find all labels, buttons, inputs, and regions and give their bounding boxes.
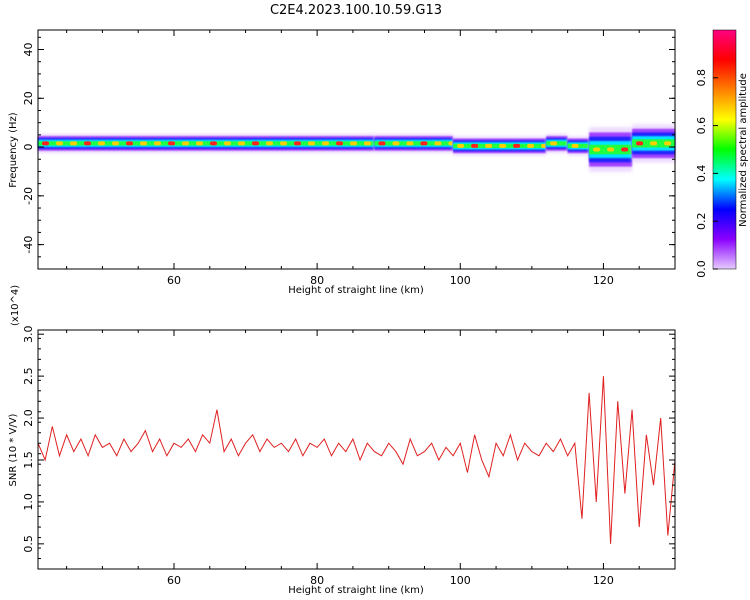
- spectral-peak: [607, 147, 615, 152]
- spectrogram-y-tick-label: 20: [22, 91, 35, 105]
- spectral-peak: [364, 141, 371, 146]
- spectral-peak: [336, 141, 343, 146]
- snr-x-tick-label: 80: [310, 574, 324, 587]
- snr-x-tick-label: 60: [167, 574, 181, 587]
- spectral-peak: [294, 141, 301, 146]
- snr-y-tick-label: 1.0: [22, 493, 35, 511]
- spectral-peak: [550, 141, 558, 146]
- spectral-peak: [499, 143, 507, 148]
- spectral-peak: [485, 143, 493, 148]
- spectral-peak: [350, 141, 357, 146]
- colorbar-ticks: 0.0 0.2 0.4 0.6 0.8: [695, 69, 718, 278]
- spectral-band: [38, 124, 675, 172]
- spectrogram-y-tick-label: -20: [22, 187, 35, 205]
- spectral-peak: [636, 141, 644, 146]
- snr-y-axis-label: SNR (10 * V/V): [8, 413, 19, 486]
- spectral-peak: [182, 141, 189, 146]
- spectral-peak: [238, 141, 245, 146]
- spectral-band-segment: [38, 141, 375, 146]
- spectrogram-frame: [37, 29, 676, 270]
- spectrogram-x-tick-label: 60: [167, 274, 181, 287]
- spectral-peak: [154, 141, 161, 146]
- spectral-peak: [621, 147, 629, 152]
- spectral-peak: [140, 141, 147, 146]
- spectral-peak: [457, 143, 465, 148]
- spectrogram-ticks: 60 80 100 120 -40 -20 0 20 40: [22, 30, 676, 287]
- spectral-peak: [434, 141, 442, 146]
- snr-x-tick-label: 120: [593, 574, 614, 587]
- colorbar-gradient: [712, 29, 737, 270]
- spectral-peak: [280, 141, 287, 146]
- colorbar-tick-label: 0.4: [695, 165, 708, 183]
- snr-y-tick-label: 2.5: [22, 367, 35, 385]
- chart-title: C2E4.2023.100.10.59.G13: [270, 3, 442, 18]
- spectral-peak: [420, 141, 428, 146]
- snr-x-axis-label: Height of straight line (km): [288, 585, 424, 596]
- colorbar-tick-label: 0.2: [695, 212, 708, 230]
- spectrogram-x-tick-label: 80: [310, 274, 324, 287]
- snr-line: [37, 376, 676, 544]
- snr-frame: [37, 329, 676, 570]
- snr-x-tick-label: 100: [450, 574, 471, 587]
- spectral-peak: [98, 141, 105, 146]
- snr-y-tick-label: 3.0: [22, 325, 35, 343]
- spectral-peak: [84, 141, 91, 146]
- colorbar-tick-label: 0.6: [695, 117, 708, 135]
- colorbar-tick-label: 0.8: [695, 69, 708, 87]
- snr-ticks: 60 80 100 120 0.5 1.0 1.5 2.0 2.5 3.0: [22, 325, 676, 587]
- spectrogram-x-axis-label: Height of straight line (km): [288, 285, 424, 296]
- spectral-peak: [650, 141, 658, 146]
- spectral-peak: [471, 143, 479, 148]
- spectral-peak: [527, 143, 535, 148]
- spectral-peak: [224, 141, 231, 146]
- spectral-peak: [593, 147, 601, 152]
- spectrogram-y-tick-label: 40: [22, 43, 35, 57]
- spectral-peak: [664, 141, 672, 146]
- spectral-peak: [266, 141, 273, 146]
- spectral-peak: [196, 141, 203, 146]
- snr-y-tick-label: 2.0: [22, 409, 35, 427]
- spectrogram-x-tick-label: 100: [450, 274, 471, 287]
- spectral-peak: [252, 141, 259, 146]
- snr-y-tick-label: 1.5: [22, 451, 35, 469]
- spectral-peak: [70, 141, 77, 146]
- snr-series: [37, 376, 676, 544]
- spectral-peak: [112, 141, 119, 146]
- spectrogram-y-tick-label: -40: [22, 236, 35, 254]
- spectral-peak: [56, 141, 63, 146]
- spectral-peak: [322, 141, 329, 146]
- spectral-band-segment: [374, 141, 454, 146]
- snr-y-tick-label: 0.5: [22, 535, 35, 553]
- spectral-peak: [513, 143, 521, 148]
- spectral-peak: [406, 141, 414, 146]
- spectral-peak: [168, 141, 175, 146]
- spectral-peak: [571, 143, 579, 148]
- spectral-peak: [378, 141, 386, 146]
- spectrogram-panel: 60 80 100 120 -40 -20 0 20 40 Height of straight…: [8, 29, 676, 296]
- colorbar: 0.0 0.2 0.4 0.6 0.8 Normalized spectral ampl…: [695, 29, 749, 278]
- snr-panel: 60 80 100 120 0.5 1.0 1.5 2.0 2.5 3.0 Height of s…: [8, 285, 676, 596]
- colorbar-label: Normalized spectral amplitude: [738, 73, 749, 227]
- spectrogram-x-tick-label: 120: [593, 274, 614, 287]
- colorbar-tick-label: 0.0: [695, 260, 708, 278]
- spectrogram-y-axis-label: Frequency (Hz): [8, 112, 19, 188]
- spectral-peak: [42, 141, 49, 146]
- spectral-peak: [392, 141, 400, 146]
- spectral-peak: [210, 141, 217, 146]
- spectrogram-y-tick-label: 0: [22, 144, 35, 151]
- spectral-peak: [308, 141, 315, 146]
- snr-y-multiplier: (x10^4): [10, 285, 21, 326]
- spectral-peak: [126, 141, 133, 146]
